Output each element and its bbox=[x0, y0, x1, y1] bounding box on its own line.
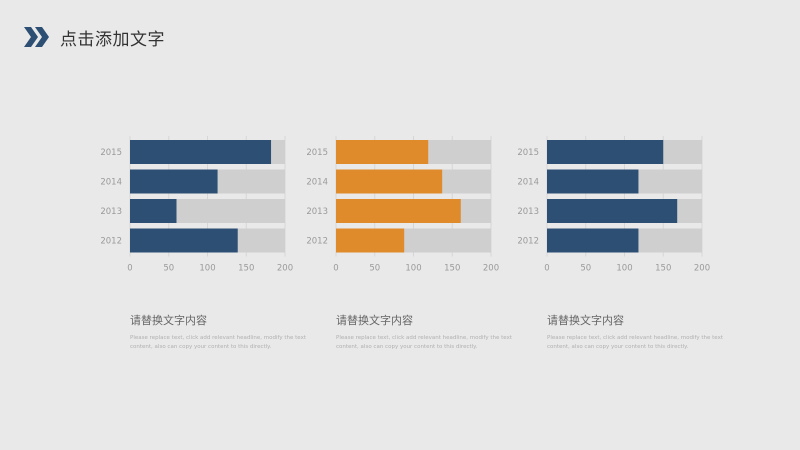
description-title: 请替换文字内容 bbox=[547, 314, 624, 327]
y-tick-label: 2012 bbox=[306, 237, 328, 247]
bar-2014 bbox=[130, 169, 218, 194]
y-tick-label: 2013 bbox=[306, 207, 328, 217]
description-body: Please replace text, click add relevant … bbox=[547, 335, 723, 350]
y-tick-label: 2015 bbox=[517, 148, 539, 158]
bar-2013 bbox=[130, 199, 177, 223]
bar-chart-1: 0 50 100 150 200 2015 2014 2013 2012 bbox=[92, 130, 312, 290]
description-title: 请替换文字内容 bbox=[130, 314, 207, 327]
description-block-1: 请替换文字内容 Please replace text, click add r… bbox=[130, 312, 310, 352]
slide-header: 点击添加文字 bbox=[22, 20, 165, 54]
chart-svg: 0 50 100 150 200 2015 2014 2013 2012 bbox=[306, 136, 499, 274]
bar-2015 bbox=[547, 140, 664, 164]
y-tick-label: 2013 bbox=[100, 207, 122, 217]
slide-title: 点击添加文字 bbox=[60, 29, 165, 50]
y-tick-label: 2012 bbox=[100, 237, 122, 247]
x-tick-label: 100 bbox=[616, 264, 632, 274]
x-tick-label: 200 bbox=[483, 264, 499, 274]
x-tick-label: 0 bbox=[333, 264, 338, 274]
x-tick-label: 150 bbox=[444, 264, 460, 274]
x-tick-label: 200 bbox=[694, 264, 710, 274]
y-tick-label: 2015 bbox=[100, 148, 122, 158]
y-tick-label: 2013 bbox=[517, 207, 539, 217]
x-tick-label: 150 bbox=[238, 264, 254, 274]
description-block-3: 请替换文字内容 Please replace text, click add r… bbox=[547, 312, 727, 352]
chart-svg: 0 50 100 150 200 2015 2014 2013 2012 bbox=[100, 136, 293, 274]
bar-2013 bbox=[336, 199, 461, 223]
y-tick-label: 2014 bbox=[306, 178, 328, 188]
description-body: Please replace text, click add relevant … bbox=[336, 335, 512, 350]
description-title: 请替换文字内容 bbox=[336, 314, 413, 327]
x-tick-label: 0 bbox=[544, 264, 549, 274]
double-chevron-right-icon bbox=[24, 27, 49, 47]
bar-2014 bbox=[336, 169, 443, 194]
bar-2012 bbox=[130, 228, 238, 253]
bar-chart-2: 0 50 100 150 200 2015 2014 2013 2012 bbox=[298, 130, 518, 290]
x-tick-label: 100 bbox=[405, 264, 421, 274]
description-body: Please replace text, click add relevant … bbox=[130, 335, 306, 350]
x-tick-label: 150 bbox=[655, 264, 671, 274]
bar-2015 bbox=[336, 140, 429, 164]
bar-2014 bbox=[547, 169, 639, 194]
y-tick-label: 2014 bbox=[517, 178, 539, 188]
bar-2012 bbox=[547, 228, 639, 253]
x-tick-label: 0 bbox=[127, 264, 132, 274]
x-tick-label: 50 bbox=[580, 264, 591, 274]
x-tick-label: 100 bbox=[199, 264, 215, 274]
bar-chart-3: 0 50 100 150 200 2015 2014 2013 2012 bbox=[509, 130, 729, 290]
description-block-2: 请替换文字内容 Please replace text, click add r… bbox=[336, 312, 516, 352]
bar-2013 bbox=[547, 199, 678, 223]
x-tick-label: 50 bbox=[369, 264, 380, 274]
x-tick-label: 200 bbox=[277, 264, 293, 274]
y-tick-label: 2015 bbox=[306, 148, 328, 158]
y-tick-label: 2012 bbox=[517, 237, 539, 247]
bar-2012 bbox=[336, 228, 405, 253]
bar-2015 bbox=[130, 140, 272, 164]
y-tick-label: 2014 bbox=[100, 178, 122, 188]
x-tick-label: 50 bbox=[163, 264, 174, 274]
chart-svg: 0 50 100 150 200 2015 2014 2013 2012 bbox=[517, 136, 710, 274]
